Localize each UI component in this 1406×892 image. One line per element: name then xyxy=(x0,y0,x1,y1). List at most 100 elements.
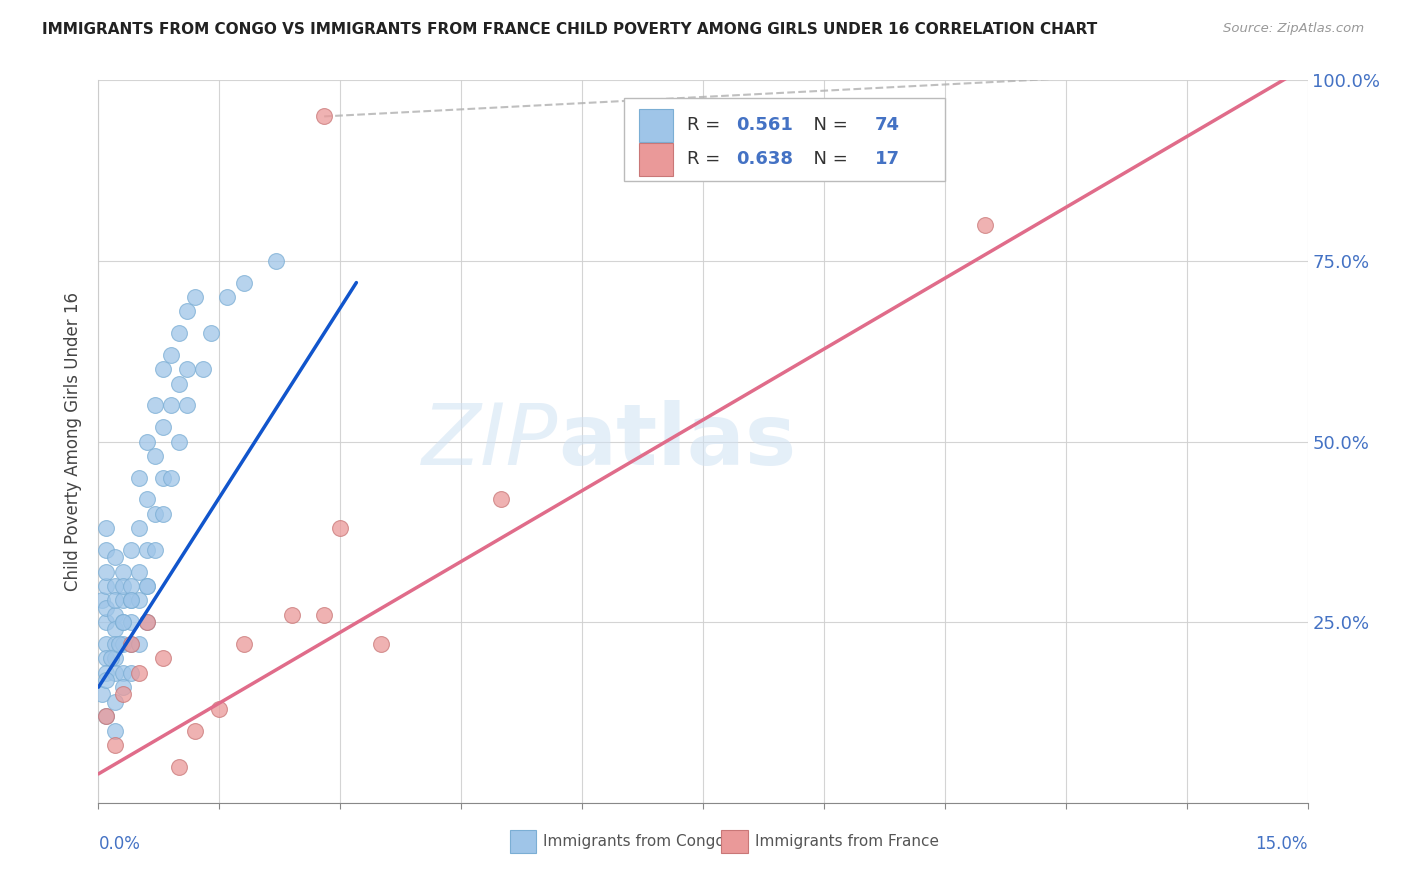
Point xyxy=(208,702,231,716)
Point xyxy=(96,600,118,615)
Point xyxy=(91,593,114,607)
Point xyxy=(167,760,190,774)
Point xyxy=(96,709,118,723)
Point xyxy=(217,290,239,304)
Point xyxy=(143,449,166,463)
Point xyxy=(96,637,118,651)
Point xyxy=(143,398,166,412)
Point xyxy=(96,565,118,579)
Point xyxy=(111,615,134,630)
Point xyxy=(103,579,125,593)
Text: N =: N = xyxy=(803,151,853,169)
Point xyxy=(96,673,118,687)
Text: atlas: atlas xyxy=(558,400,796,483)
Point xyxy=(111,637,134,651)
Point xyxy=(152,470,174,484)
Point xyxy=(143,542,166,557)
Point xyxy=(152,420,174,434)
Point xyxy=(200,326,222,340)
Point xyxy=(111,615,134,630)
FancyBboxPatch shape xyxy=(638,109,673,142)
Point xyxy=(96,709,118,723)
Text: R =: R = xyxy=(688,151,727,169)
Point xyxy=(103,607,125,622)
FancyBboxPatch shape xyxy=(721,830,748,854)
Point xyxy=(111,579,134,593)
Point xyxy=(152,651,174,665)
Point xyxy=(974,218,997,232)
Point xyxy=(120,665,142,680)
Point xyxy=(111,665,134,680)
FancyBboxPatch shape xyxy=(624,98,945,181)
Text: 15.0%: 15.0% xyxy=(1256,835,1308,854)
Point xyxy=(120,637,142,651)
Point xyxy=(264,253,287,268)
FancyBboxPatch shape xyxy=(638,143,673,176)
Point xyxy=(160,398,183,412)
Point xyxy=(120,593,142,607)
Point xyxy=(111,680,134,694)
Text: 0.638: 0.638 xyxy=(735,151,793,169)
Point xyxy=(193,362,215,376)
Point xyxy=(120,542,142,557)
FancyBboxPatch shape xyxy=(509,830,536,854)
Text: 17: 17 xyxy=(875,151,900,169)
Point xyxy=(96,615,118,630)
Point xyxy=(111,593,134,607)
Text: 0.561: 0.561 xyxy=(735,117,793,135)
Point xyxy=(176,362,198,376)
Point xyxy=(135,579,157,593)
Point xyxy=(135,542,157,557)
Point xyxy=(111,565,134,579)
Point xyxy=(120,637,142,651)
Point xyxy=(135,579,157,593)
Point xyxy=(120,579,142,593)
Point xyxy=(135,492,157,507)
Point xyxy=(135,434,157,449)
Point xyxy=(128,665,150,680)
Point xyxy=(128,593,150,607)
Point xyxy=(232,276,254,290)
Text: N =: N = xyxy=(803,117,853,135)
Point xyxy=(120,615,142,630)
Text: IMMIGRANTS FROM CONGO VS IMMIGRANTS FROM FRANCE CHILD POVERTY AMONG GIRLS UNDER : IMMIGRANTS FROM CONGO VS IMMIGRANTS FROM… xyxy=(42,22,1098,37)
Point xyxy=(96,579,118,593)
Point xyxy=(370,637,392,651)
Point xyxy=(314,607,336,622)
Point xyxy=(120,593,142,607)
Point xyxy=(103,623,125,637)
Point xyxy=(100,651,122,665)
Point xyxy=(96,665,118,680)
Point xyxy=(176,398,198,412)
Point xyxy=(160,348,183,362)
Point xyxy=(103,550,125,565)
Point xyxy=(96,651,118,665)
Point xyxy=(184,290,207,304)
Point xyxy=(167,434,190,449)
Point xyxy=(152,362,174,376)
Point xyxy=(184,723,207,738)
Point xyxy=(103,738,125,752)
Point xyxy=(96,542,118,557)
Point xyxy=(103,695,125,709)
Y-axis label: Child Poverty Among Girls Under 16: Child Poverty Among Girls Under 16 xyxy=(65,292,83,591)
Point xyxy=(232,637,254,651)
Text: R =: R = xyxy=(688,117,727,135)
Point xyxy=(128,637,150,651)
Text: Immigrants from Congo: Immigrants from Congo xyxy=(543,834,725,849)
Point xyxy=(103,723,125,738)
Point xyxy=(103,665,125,680)
Point xyxy=(128,521,150,535)
Point xyxy=(107,637,129,651)
Text: Source: ZipAtlas.com: Source: ZipAtlas.com xyxy=(1223,22,1364,36)
Point xyxy=(152,507,174,521)
Text: Immigrants from France: Immigrants from France xyxy=(755,834,939,849)
Point xyxy=(143,507,166,521)
Point xyxy=(329,521,352,535)
Point xyxy=(103,637,125,651)
Point xyxy=(167,376,190,391)
Text: 0.0%: 0.0% xyxy=(98,835,141,854)
Point xyxy=(176,304,198,318)
Point xyxy=(128,470,150,484)
Point xyxy=(135,615,157,630)
